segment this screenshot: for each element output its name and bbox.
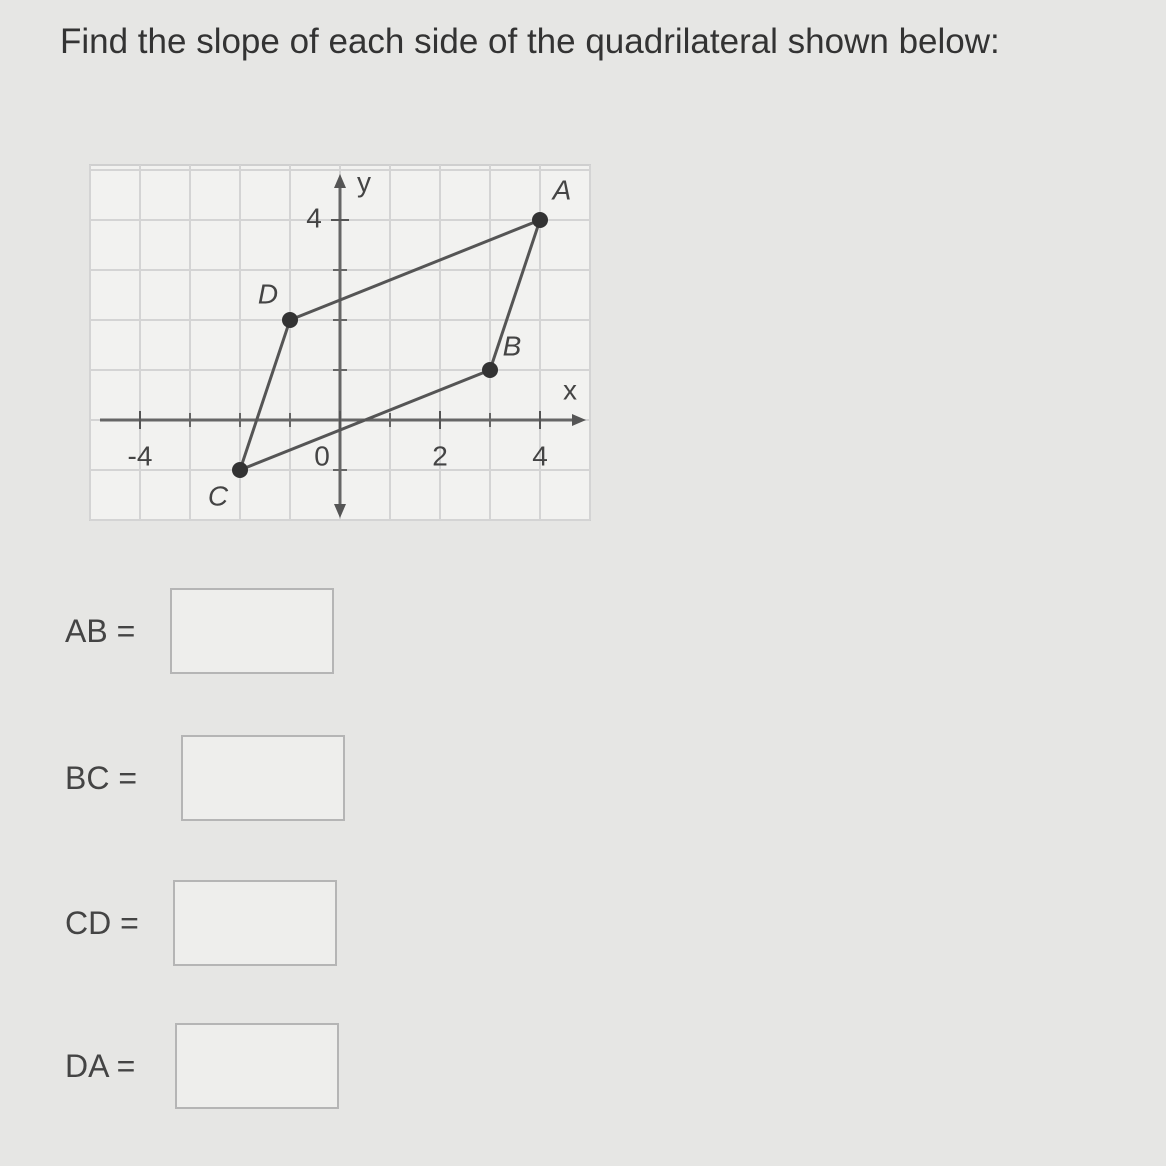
answer-row: DA = [65, 1023, 339, 1109]
x-axis-label: x [563, 374, 577, 405]
x-tick-label: -4 [128, 440, 153, 471]
y-axis-label: y [357, 166, 371, 197]
answer-label: BC = [65, 759, 138, 796]
x-tick-label: 4 [532, 440, 548, 471]
vertex [532, 212, 548, 228]
y-tick-label: 4 [306, 202, 322, 233]
vertex-label: A [551, 174, 572, 205]
answer-input[interactable] [175, 1023, 339, 1109]
vertex-label: D [258, 278, 278, 309]
x-tick-label: 0 [314, 440, 330, 471]
answer-row: AB = [65, 588, 334, 674]
coordinate-graph: x y -4 0 2 4 4 A B C D [89, 164, 591, 521]
question: Find the slope of each side of the quadr… [60, 22, 1000, 61]
answer-row: CD = [65, 880, 337, 966]
vertex [282, 312, 298, 328]
answer-label: AB = [65, 612, 136, 649]
vertex [232, 462, 248, 478]
answer-label: CD = [65, 904, 139, 941]
vertex-label: B [503, 330, 522, 361]
answer-label: DA = [65, 1047, 136, 1084]
answer-input[interactable] [170, 588, 334, 674]
answer-row: BC = [65, 735, 345, 821]
axis-arrow [334, 174, 346, 188]
answer-input[interactable] [173, 880, 337, 966]
vertex [482, 362, 498, 378]
axis-arrow [572, 414, 586, 426]
axis-arrow [334, 504, 346, 518]
vertex-label: C [208, 480, 229, 511]
x-tick-label: 2 [432, 440, 448, 471]
answer-input[interactable] [181, 735, 345, 821]
